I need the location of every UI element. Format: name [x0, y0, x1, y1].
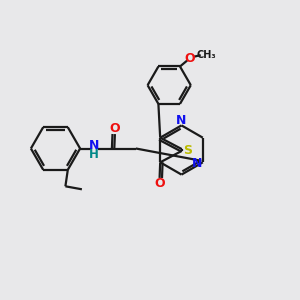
Text: O: O [154, 177, 165, 190]
Text: S: S [183, 144, 192, 158]
Text: H: H [89, 148, 99, 161]
Text: N: N [192, 157, 203, 170]
Text: CH₃: CH₃ [197, 50, 217, 60]
Text: N: N [89, 139, 99, 152]
Text: O: O [110, 122, 120, 135]
Text: O: O [184, 52, 195, 64]
Text: N: N [176, 113, 187, 127]
